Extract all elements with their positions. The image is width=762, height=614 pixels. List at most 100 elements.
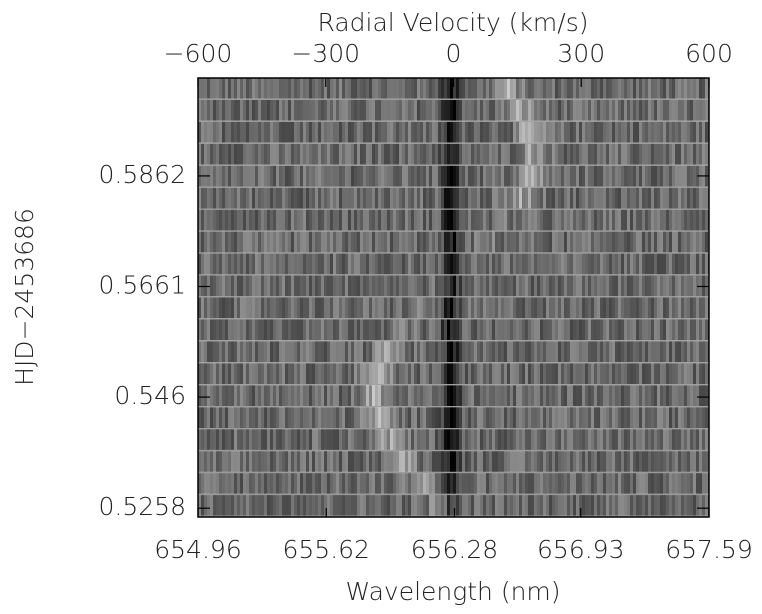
spectrum-pixel [618,253,621,275]
spectrum-pixel [651,319,654,341]
spectrum-pixel [600,253,603,275]
spectrum-pixel [447,385,450,407]
spectrum-pixel [645,473,648,494]
spectrum-pixel [441,407,444,428]
spectrum-pixel [657,319,660,341]
spectrum-pixel [474,165,477,187]
spectrum-pixel [306,407,309,428]
spectrum-pixel [384,341,387,363]
spectrum-pixel [420,275,423,297]
spectrum-pixel [525,187,528,209]
spectrum-pixel [432,231,435,253]
spectrum-pixel [264,319,267,341]
spectrum-pixel [342,385,345,407]
spectrum-pixel [405,495,408,516]
spectrum-pixel [663,121,666,143]
spectrum-pixel [225,253,228,275]
spectrum-pixel [504,495,507,516]
spectrum-pixel [528,341,531,363]
spectrum-pixel [609,429,612,450]
spectrum-pixel [201,385,204,407]
spectrum-pixel [624,495,627,516]
spectrum-pixel [288,495,291,516]
spectrum-pixel [630,99,633,121]
spectrum-pixel [243,319,246,341]
spectrum-pixel [237,363,240,385]
spectrum-pixel [252,429,255,450]
spectrum-pixel [474,297,477,319]
spectrum-pixel [630,319,633,341]
spectrum-pixel [654,121,657,143]
spectrum-pixel [651,99,654,121]
spectrum-pixel [654,407,657,428]
spectrum-pixel [603,165,606,187]
spectrum-pixel [453,429,456,450]
spectrum-pixel [648,429,651,450]
spectrum-pixel [591,121,594,143]
spectrum-pixel [384,451,387,472]
spectrum-pixel [375,99,378,121]
spectrum-pixel [510,187,513,209]
spectrum-pixel [252,253,255,275]
spectrum-pixel [684,495,687,516]
spectrum-pixel [318,319,321,341]
spectrum-pixel [534,363,537,385]
spectrum-pixel [555,385,558,407]
spectrum-pixel [534,407,537,428]
spectrum-pixel [441,121,444,143]
spectrum-pixel [675,187,678,209]
spectrum-pixel [261,187,264,209]
spectrum-pixel [546,341,549,363]
spectrum-pixel [516,253,519,275]
spectrum-pixel [369,363,372,385]
spectrum-pixel [471,319,474,341]
spectrum-pixel [612,319,615,341]
spectrum-pixel [495,187,498,209]
spectrum-pixel [690,363,693,385]
spectrum-pixel [279,319,282,341]
spectrum-pixel [537,253,540,275]
spectrum-pixel [678,275,681,297]
spectrum-pixel [489,341,492,363]
spectrum-pixel [411,99,414,121]
spectrum-pixel [594,253,597,275]
spectrum-pixel [642,143,645,165]
spectrum-pixel [312,341,315,363]
spectrum-pixel [525,385,528,407]
spectrum-pixel [261,99,264,121]
spectrum-pixel [435,385,438,407]
spectrum-pixel [423,143,426,165]
spectrum-pixel [636,143,639,165]
spectrum-pixel [663,429,666,450]
spectrum-pixel [696,319,699,341]
spectrum-pixel [429,385,432,407]
spectrum-pixel [411,78,414,99]
spectrum-pixel [507,407,510,428]
spectrum-pixel [363,253,366,275]
spectrum-pixel [408,99,411,121]
spectrum-pixel [420,165,423,187]
spectrum-pixel [534,99,537,121]
spectrum-pixel [495,231,498,253]
spectrum-pixel [612,209,615,231]
spectrum-pixel [567,275,570,297]
spectrum-pixel [429,451,432,472]
spectrum-pixel [690,385,693,407]
spectrum-pixel [261,341,264,363]
spectrum-pixel [198,495,201,516]
spectrum-pixel [330,78,333,99]
spectrum-pixel [492,429,495,450]
spectrum-pixel [333,451,336,472]
spectrum-pixel [267,187,270,209]
spectrum-pixel [522,297,525,319]
spectrum-pixel [441,495,444,516]
spectrum-pixel [411,363,414,385]
spectrum-pixel [237,121,240,143]
spectrum-pixel [657,231,660,253]
spectrum-pixel [648,165,651,187]
spectrum-pixel [363,451,366,472]
spectrum-pixel [693,78,696,99]
spectrum-pixel [306,385,309,407]
spectrum-pixel [450,143,453,165]
spectrum-pixel [369,253,372,275]
